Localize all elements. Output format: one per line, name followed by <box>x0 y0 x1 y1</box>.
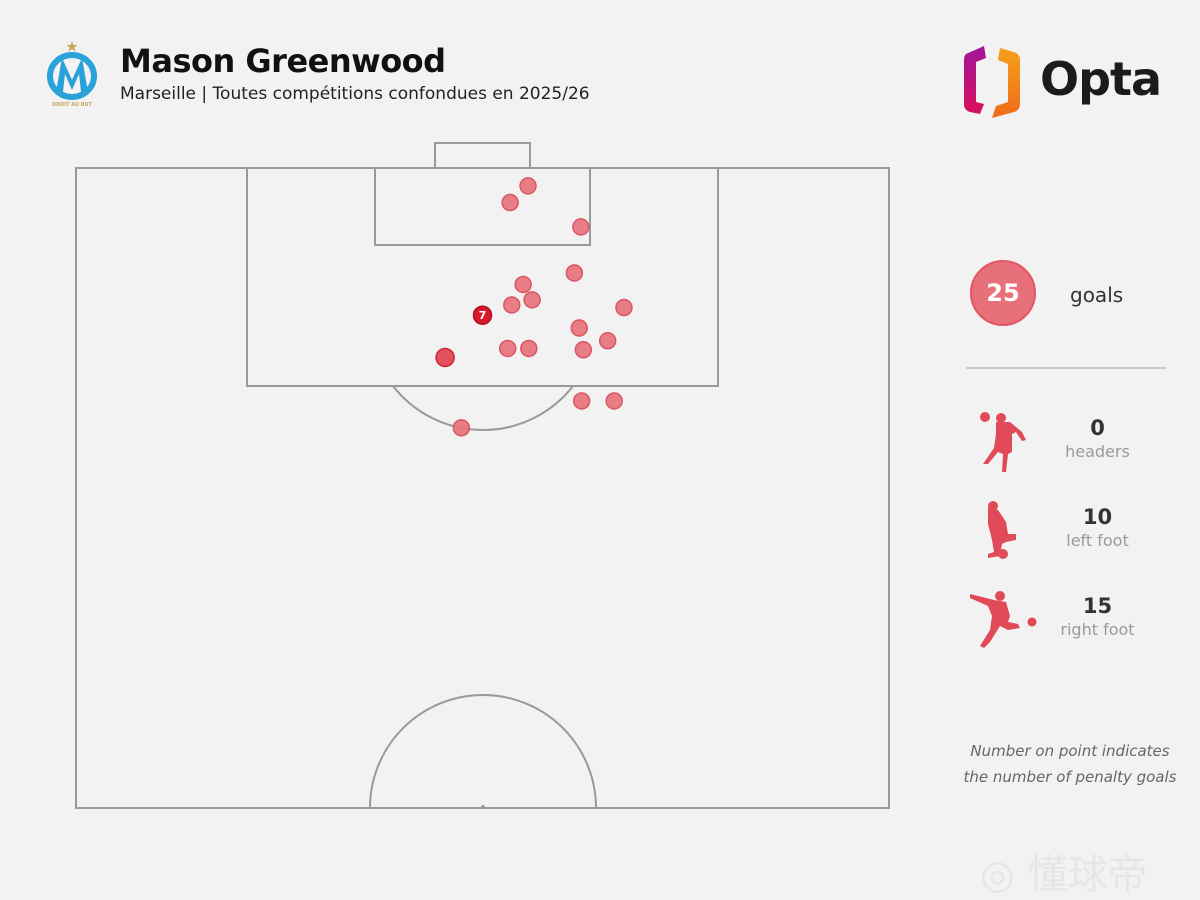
goal-marker <box>605 392 623 410</box>
goal-marker <box>503 296 521 314</box>
centre-circle <box>369 694 597 809</box>
goal-point <box>523 291 541 309</box>
goal-marker <box>565 264 584 282</box>
stat-headers: 0 headers <box>1040 416 1155 461</box>
opta-wordmark: Opta <box>1040 52 1162 106</box>
six-yard-box <box>374 167 591 246</box>
goal-marker <box>523 291 541 309</box>
stat-label: headers <box>1065 442 1130 461</box>
goal-marker <box>498 339 517 358</box>
svg-text:DROIT AU BUT: DROIT AU BUT <box>52 102 93 108</box>
page-title: Mason Greenwood <box>120 42 446 80</box>
stat-value: 0 <box>1090 416 1105 440</box>
goal-point <box>574 341 593 359</box>
goal-marker <box>472 305 493 325</box>
stat-label: left foot <box>1066 531 1129 550</box>
header-silhouette-icon <box>980 412 1026 472</box>
goal-point <box>598 332 617 350</box>
goal-marker <box>572 218 590 236</box>
goal-point <box>452 419 471 437</box>
goal-point <box>498 339 517 358</box>
goal-marker <box>519 177 537 195</box>
opta-logo <box>964 46 1020 118</box>
penalty-goal-point: 7 <box>472 305 493 325</box>
goal-point <box>572 392 591 410</box>
stat-value: 15 <box>1082 594 1113 618</box>
note-line-1: Number on point indicates <box>970 742 1170 760</box>
goal-point <box>615 298 633 317</box>
goal <box>434 142 531 169</box>
divider <box>966 367 1166 369</box>
goal-point <box>501 193 519 212</box>
note-line-2: the number of penalty goals <box>963 768 1177 786</box>
right-foot-silhouette-icon <box>970 591 1037 648</box>
penalty-count-label: 7 <box>479 309 487 322</box>
club-crest-logo: DROIT AU BUT <box>47 41 97 108</box>
total-goals-label: goals <box>1070 283 1124 307</box>
goal-marker <box>514 275 532 294</box>
centre-spot <box>481 805 485 809</box>
page-subtitle: Marseille | Toutes compétitions confondu… <box>120 84 590 104</box>
stat-right-foot: 15 right foot <box>1040 594 1155 639</box>
goal-marker <box>615 298 633 317</box>
goal-point <box>565 264 584 282</box>
goal-marker <box>570 319 588 337</box>
goal-point <box>503 296 521 314</box>
watermark-logo: ◎ 懂球帝 <box>980 852 1148 898</box>
goal-point <box>572 218 590 236</box>
penalty-box <box>246 167 719 387</box>
penalty-note: Number on point indicates the number of … <box>950 738 1190 790</box>
stat-value: 10 <box>1082 505 1113 529</box>
goal-marker <box>598 332 617 350</box>
pitch-outline <box>75 167 890 809</box>
stat-label: right foot <box>1060 620 1135 639</box>
goal-point <box>570 319 588 337</box>
goal-point <box>435 347 455 368</box>
goal-marker <box>435 347 455 368</box>
penalty-arc <box>392 385 574 432</box>
goal-marker <box>520 339 538 358</box>
goal-marker <box>572 392 591 410</box>
goal-marker <box>452 419 471 437</box>
goal-point <box>520 339 538 358</box>
goal-point <box>605 392 623 410</box>
goal-point <box>514 275 532 294</box>
total-goals-badge: 25 <box>970 260 1036 326</box>
stat-left-foot: 10 left foot <box>1040 505 1155 550</box>
goal-marker <box>574 341 593 359</box>
goal-marker <box>501 193 519 212</box>
left-foot-silhouette-icon <box>988 501 1016 559</box>
goal-point <box>519 177 537 195</box>
